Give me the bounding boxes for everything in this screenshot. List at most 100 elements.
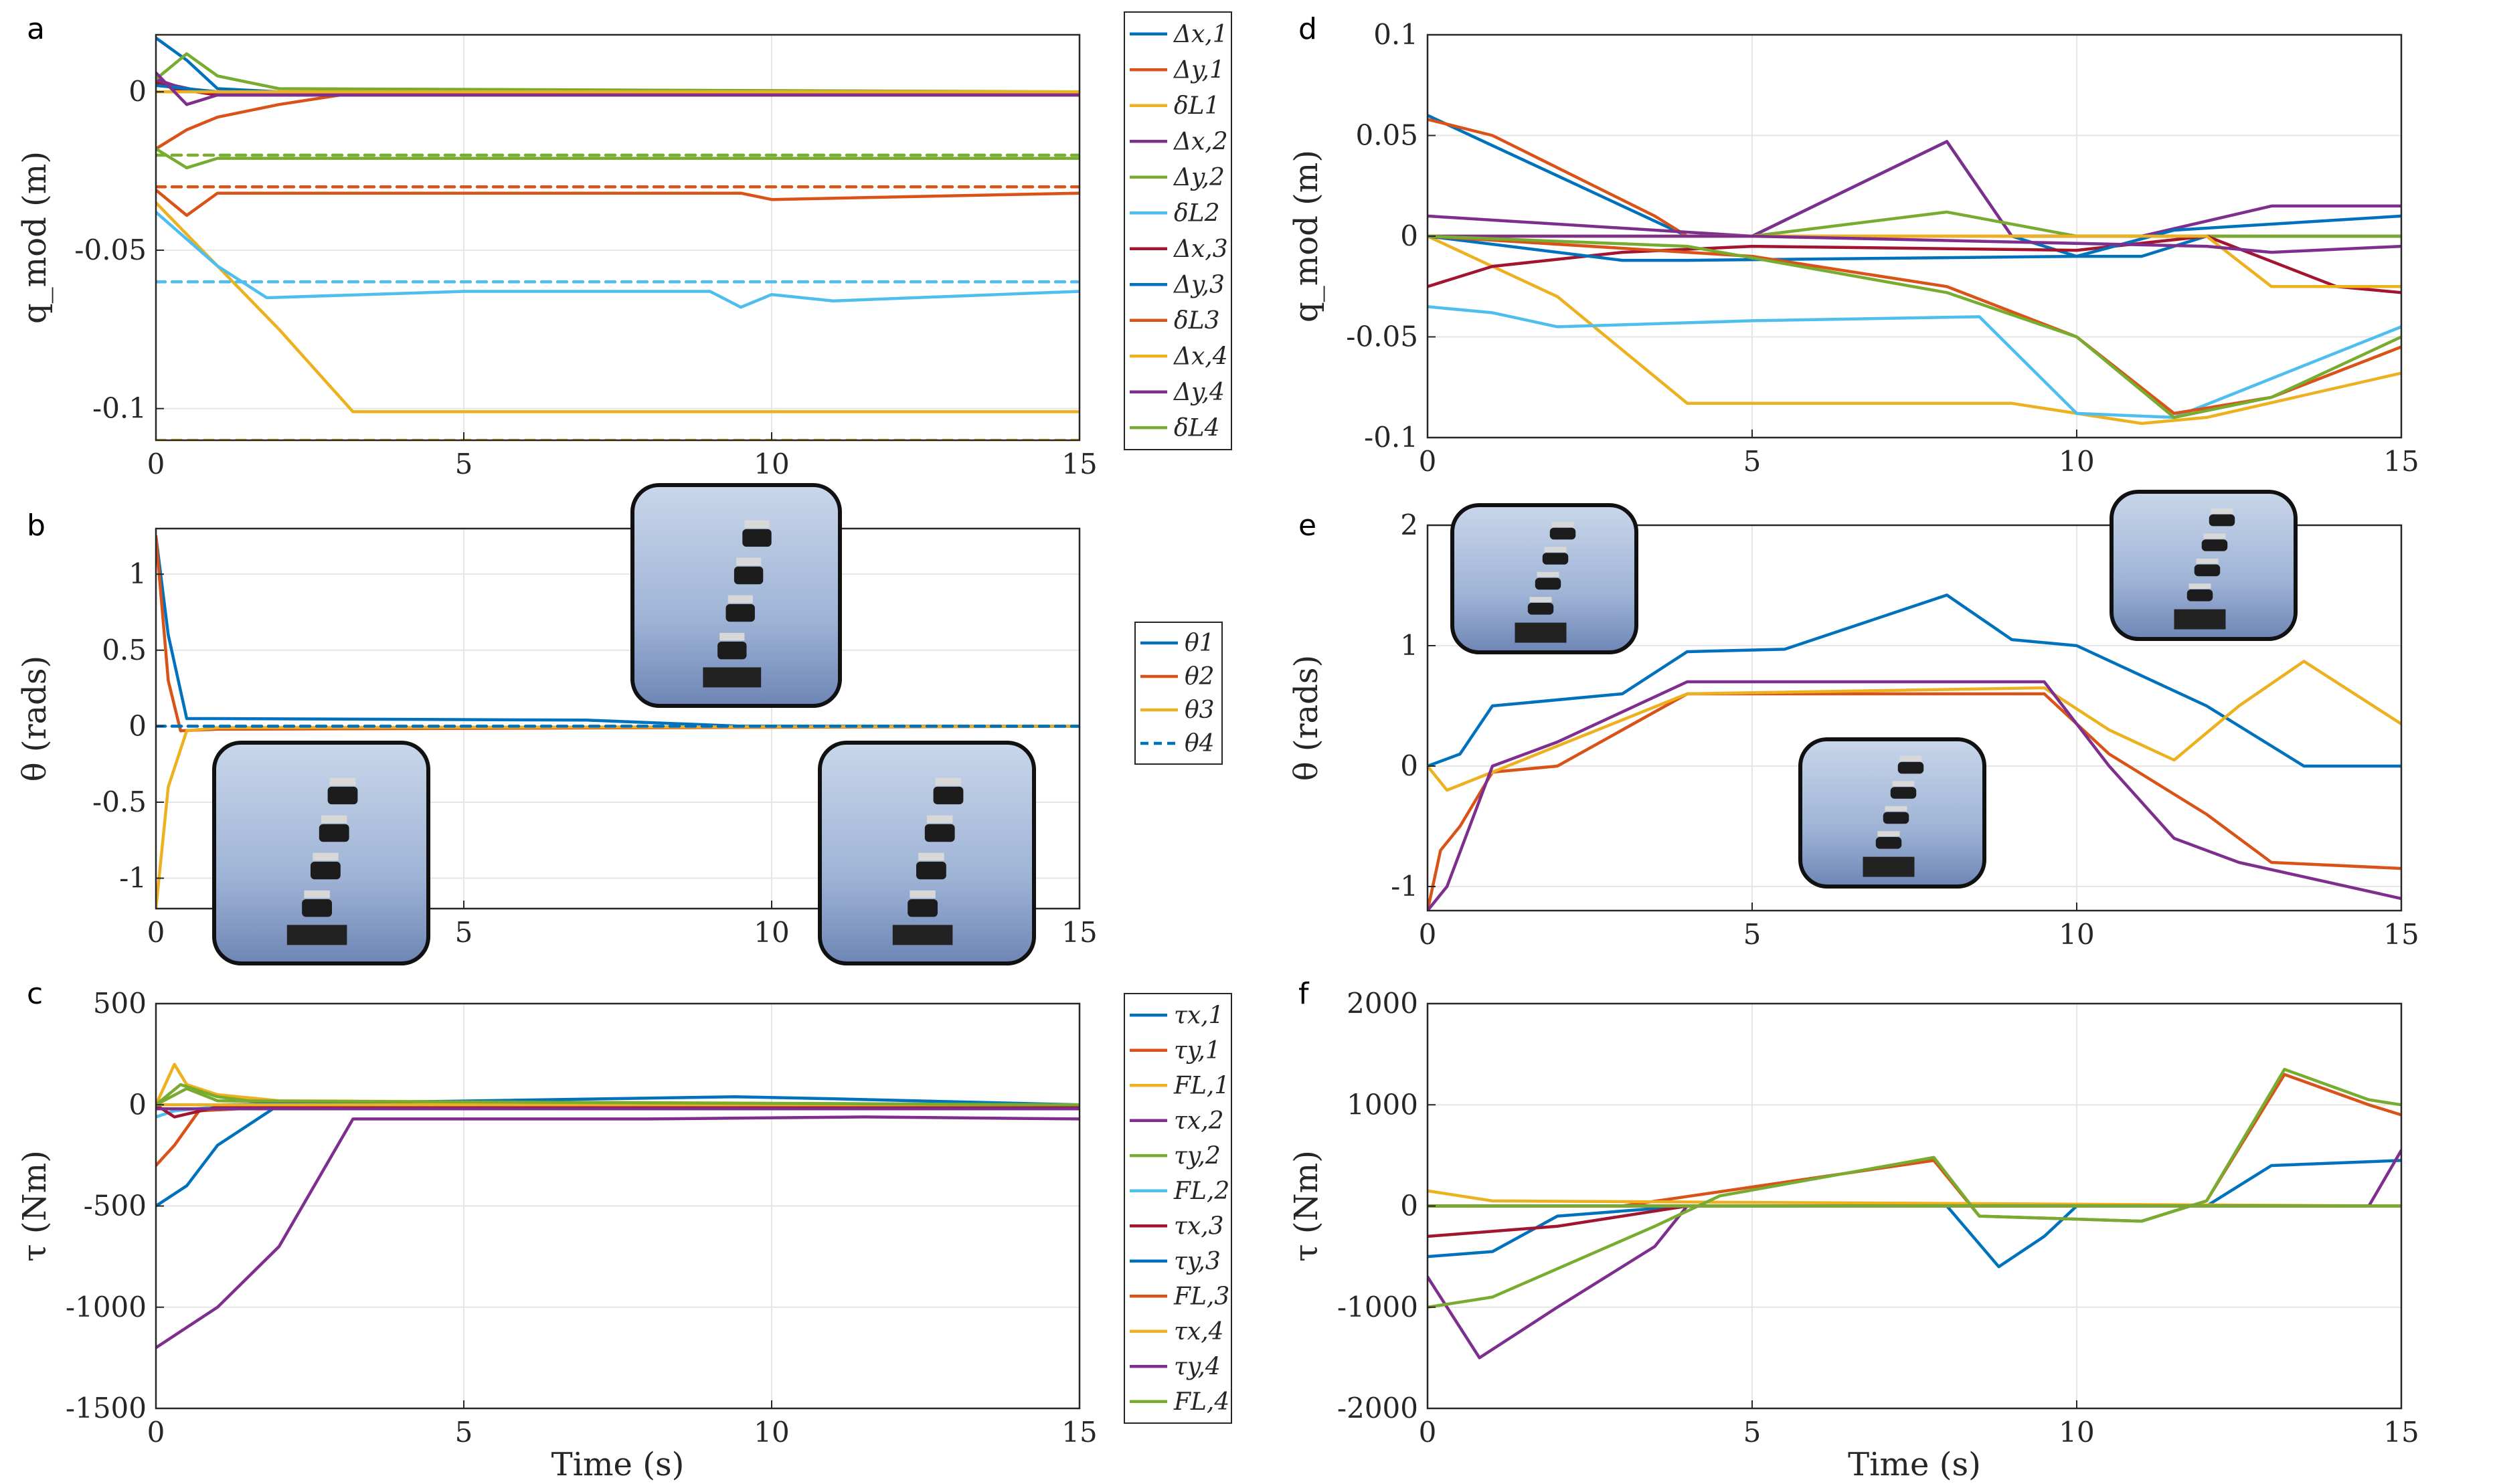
panel-letter-d: d [1298, 12, 1317, 46]
robot-segment [908, 899, 938, 917]
x-tick-label: 5 [455, 916, 473, 949]
x-axis-label: Time (s) [1848, 1446, 1981, 1483]
robot-joint [1885, 806, 1907, 812]
series-line-3 [1428, 660, 2401, 792]
robot-segment [1549, 527, 1576, 540]
y-tick-label: -1 [119, 862, 147, 895]
legend-label: θ1 [1185, 630, 1215, 657]
x-tick-label: 15 [2383, 445, 2419, 478]
robot-base [2174, 609, 2226, 630]
series-line-fl-1 [1428, 1189, 2401, 1208]
x-tick-label: 0 [147, 448, 165, 480]
x-tick-label: 10 [754, 448, 789, 480]
robot-segment [311, 861, 341, 880]
robot-joint [1551, 522, 1574, 527]
legend-label: Δx,3 [1173, 236, 1228, 263]
legend-label: Δx,4 [1173, 343, 1228, 370]
x-tick-label: 15 [2383, 1416, 2419, 1449]
x-tick-label: 0 [1419, 918, 1437, 951]
x-tick-label: 10 [2059, 445, 2094, 478]
y-tick-label: 0.1 [1373, 18, 1418, 51]
legend-label: Δy,3 [1173, 271, 1225, 298]
legend-label: τy,4 [1174, 1353, 1221, 1380]
robot-photo-inset [1450, 503, 1638, 654]
robot-joint [329, 777, 356, 786]
robot-segment [319, 824, 349, 842]
legend-label: δL2 [1174, 199, 1219, 227]
x-tick-label: 15 [1061, 448, 1097, 480]
plot-area [156, 35, 1080, 440]
robot-segment [933, 786, 964, 805]
robot-base [286, 925, 347, 945]
x-tick-label: 10 [754, 1416, 789, 1449]
y-tick-label: -0.5 [92, 785, 147, 818]
robot-segment [1883, 812, 1909, 824]
legend-label: FL,3 [1173, 1283, 1229, 1310]
series-group [156, 1062, 1080, 1350]
series-line-x-2 [156, 1115, 1080, 1350]
legend-box [1134, 622, 1223, 765]
x-axis-label: Time (s) [551, 1446, 685, 1483]
robot-base [703, 667, 762, 688]
panel-letter-c: c [27, 977, 43, 1011]
robot-segment [725, 604, 755, 622]
series-line-1 [1428, 593, 2401, 768]
robot-segment [2201, 539, 2228, 551]
series-group [1428, 1068, 2401, 1360]
robot-joint [935, 777, 962, 786]
x-tick-label: 10 [2059, 918, 2094, 951]
robot-photo-inset [818, 741, 1036, 965]
legend-label: FL,2 [1173, 1178, 1229, 1205]
y-axis-label: θ (rads) [16, 656, 54, 782]
series-line-fl-4 [156, 1087, 1080, 1107]
legend-label: Δy,1 [1173, 56, 1225, 84]
y-tick-label: -1 [1391, 870, 1418, 903]
series-line-y-2 [1428, 1068, 2401, 1309]
y-axis-label: q_mod (m) [16, 151, 54, 324]
robot-base [1515, 622, 1567, 643]
series-line-l1 [1428, 234, 2401, 426]
y-tick-label: -500 [84, 1190, 147, 1222]
y-tick-label: -0.1 [1364, 421, 1418, 454]
x-tick-label: 5 [1743, 1416, 1761, 1449]
y-axis-label: q_mod (m) [1288, 150, 1325, 322]
legend-label: Δx,1 [1173, 21, 1228, 48]
robot-segment [302, 899, 332, 917]
y-tick-label: 1000 [1347, 1088, 1418, 1121]
robot-segment [924, 824, 955, 842]
y-tick-label: 500 [93, 987, 147, 1020]
legend-label: τx,4 [1174, 1318, 1224, 1346]
legend-label: τy,3 [1174, 1248, 1221, 1275]
x-tick-label: 5 [1743, 918, 1761, 951]
robot-joint [910, 890, 936, 899]
y-tick-label: 0.5 [102, 634, 147, 666]
legend-label: Δy,4 [1173, 379, 1225, 406]
panel-f: 0 5 10 15 -2000 -1000 0 1000 2000 τ (Nm) Time (s) f [1288, 977, 2419, 1483]
series-group [1428, 593, 2401, 911]
panel-letter-a: a [27, 12, 45, 46]
x-tick-label: 5 [455, 448, 473, 480]
x-tick-label: 0 [147, 916, 165, 949]
robot-joint [2188, 583, 2211, 589]
legend-label: δL3 [1174, 307, 1219, 335]
robot-joint [2203, 533, 2226, 539]
legend-label: τx,1 [1174, 1002, 1224, 1029]
x-tick-label: 0 [1419, 1416, 1437, 1449]
robot-joint [304, 890, 330, 899]
y-tick-label: -2000 [1337, 1392, 1418, 1424]
series-line-l4 [156, 147, 1080, 170]
robot-joint [2196, 558, 2219, 564]
series-line-y-4 [156, 71, 1080, 106]
legend-label: τy,2 [1174, 1142, 1221, 1170]
legend-box [1124, 993, 1232, 1424]
robot-segment [2194, 564, 2221, 577]
panel-a: 0 5 10 15 -0.1 -0.05 0 q_mod (m) a [16, 12, 1098, 480]
x-tick-label: 10 [754, 916, 789, 949]
robot-photo-inset [2110, 490, 2298, 641]
y-tick-label: -1000 [1337, 1291, 1418, 1323]
axes-box [155, 527, 1081, 910]
series-line-y-2 [156, 52, 1080, 94]
panel-letter-f: f [1298, 977, 1310, 1011]
y-tick-label: 0 [1400, 1190, 1418, 1222]
x-tick-label: 10 [2059, 1416, 2094, 1449]
